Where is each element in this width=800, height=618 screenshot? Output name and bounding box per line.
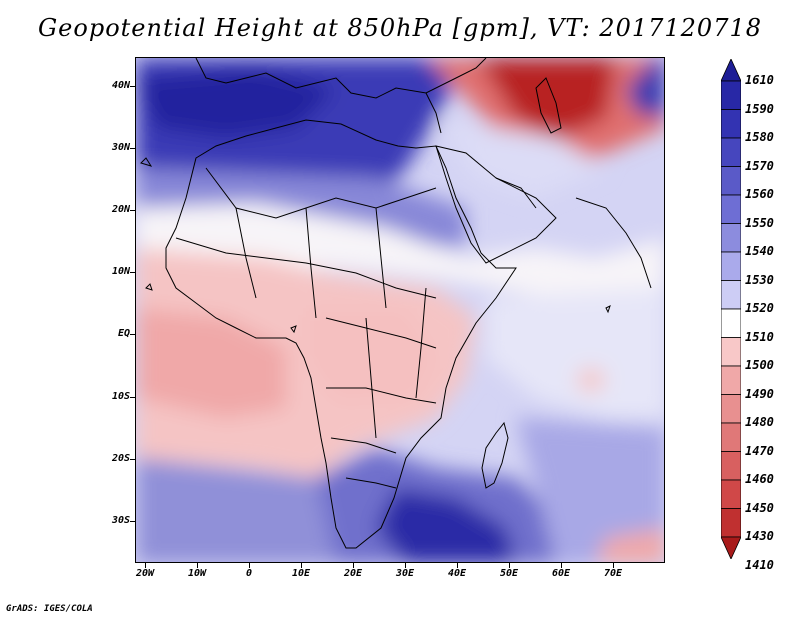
lat-label-30n: 30N (111, 142, 130, 153)
colorbar-segment (721, 80, 741, 110)
lat-tick (130, 397, 135, 398)
lat-label-20s: 20S (111, 453, 130, 464)
lon-label-60e: 60E (551, 568, 571, 579)
coastlines (140, 58, 652, 549)
colorbar-label: 1520 (745, 301, 774, 315)
lat-label-30s: 30S (111, 515, 130, 526)
lat-tick (130, 148, 135, 149)
lon-label-10e: 10E (291, 568, 311, 579)
colorbar-label: 1450 (745, 500, 774, 515)
lon-tick (509, 563, 510, 568)
colorbar-top-arrow (721, 59, 741, 82)
colorbar-segment (721, 280, 741, 310)
colorbar-label: 1460 (745, 472, 774, 486)
lon-label-50e: 50E (499, 568, 519, 579)
colorbar-label: 1570 (745, 158, 774, 173)
colorbar-label: 1510 (745, 329, 774, 344)
colorbar (721, 59, 741, 559)
colorbar-label: 1410 (745, 557, 774, 572)
colorbar-bottom-arrow (721, 536, 741, 559)
colorbar-label: 1590 (745, 101, 774, 116)
colorbar-segment (721, 422, 741, 452)
colorbar-label: 1500 (745, 358, 774, 372)
colorbar-segment (721, 394, 741, 424)
lon-tick (613, 563, 614, 568)
colorbar-label: 1560 (745, 187, 774, 201)
colorbar-segment (721, 223, 741, 253)
lat-label-10n: 10N (111, 266, 130, 277)
lon-tick (405, 563, 406, 568)
lon-label-20w: 20W (135, 568, 155, 579)
lon-tick (353, 563, 354, 568)
colorbar-segment (721, 137, 741, 167)
lon-label-10w: 10W (187, 568, 207, 579)
colorbar-segment (721, 365, 741, 395)
grads-credit: GrADS: IGES/COLA (6, 604, 93, 614)
lat-tick (130, 459, 135, 460)
colorbar-label: 1470 (745, 443, 774, 458)
colorbar-label: 1480 (745, 415, 774, 429)
geopotential-field (136, 58, 664, 562)
lat-tick (130, 272, 135, 273)
colorbar-label: 1580 (745, 130, 774, 144)
lat-label-40n: 40N (111, 80, 130, 91)
lon-label-70e: 70E (603, 568, 623, 579)
colorbar-segment (721, 508, 741, 538)
colorbar-label: 1610 (745, 73, 774, 87)
lon-label-20e: 20E (343, 568, 363, 579)
colorbar-segment (721, 194, 741, 224)
colorbar-segment (721, 251, 741, 281)
colorbar-segment (721, 451, 741, 481)
colorbar-segment (721, 337, 741, 367)
lon-tick (301, 563, 302, 568)
lat-tick (130, 521, 135, 522)
lat-tick (130, 210, 135, 211)
lat-tick (130, 334, 135, 335)
colorbar-segment (721, 109, 741, 139)
lon-tick (249, 563, 250, 568)
lon-tick (561, 563, 562, 568)
colorbar-label: 1490 (745, 386, 774, 401)
colorbar-label: 1550 (745, 215, 774, 230)
colorbar-segment (721, 166, 741, 196)
colorbar-segment (721, 308, 741, 338)
lon-label-0: 0 (245, 568, 253, 579)
lon-tick (145, 563, 146, 568)
lat-label-eq: EQ (117, 328, 130, 339)
lat-tick (130, 86, 135, 87)
lon-tick (197, 563, 198, 568)
colorbar-label: 1430 (745, 529, 774, 543)
colorbar-label: 1530 (745, 272, 774, 287)
lon-label-40e: 40E (447, 568, 467, 579)
map-panel (135, 57, 665, 563)
lon-tick (457, 563, 458, 568)
lon-label-30e: 30E (395, 568, 415, 579)
lat-label-10s: 10S (111, 391, 130, 402)
map-title: Geopotential Height at 850hPa [gpm], VT:… (38, 14, 762, 42)
lat-label-20n: 20N (111, 204, 130, 215)
colorbar-label: 1540 (745, 244, 774, 258)
colorbar-segment (721, 479, 741, 509)
